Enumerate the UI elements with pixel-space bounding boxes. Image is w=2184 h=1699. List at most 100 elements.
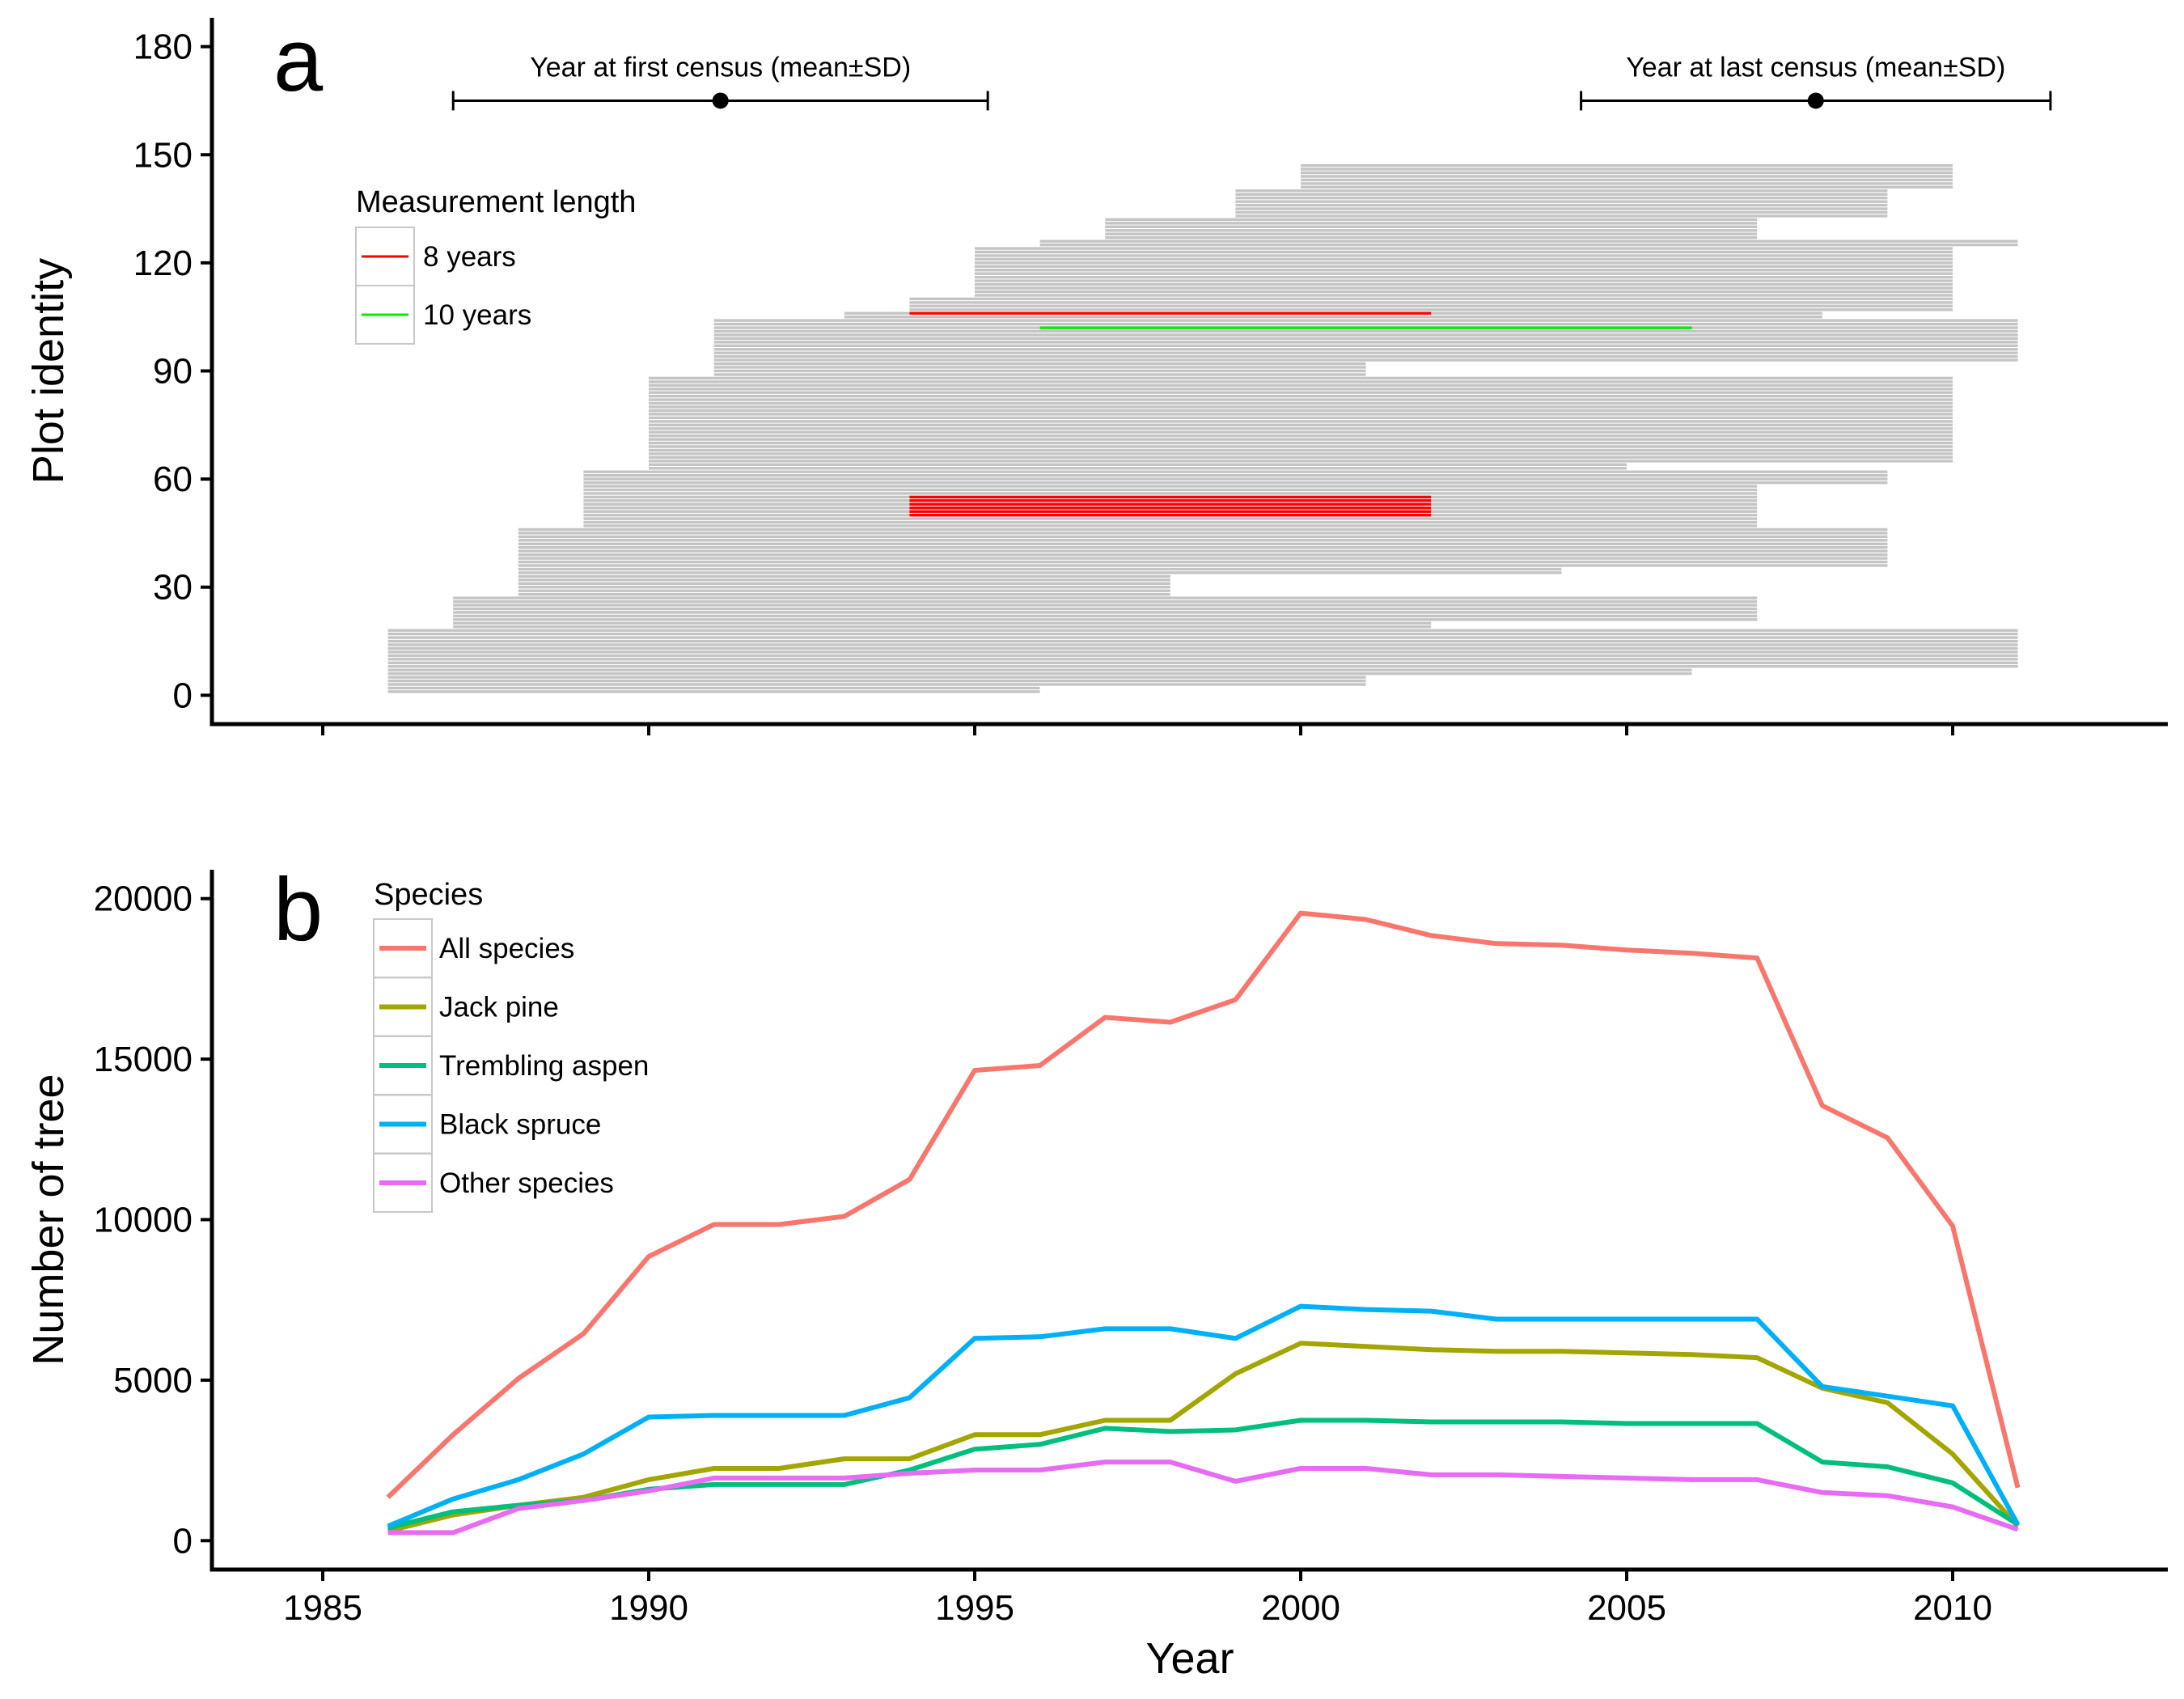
plot-bar xyxy=(649,398,1953,401)
panel-a-plot-timeline: Year at first census (mean±SD) Year at la… xyxy=(24,11,2168,735)
highlighted-plot-bar xyxy=(909,510,1432,513)
plot-bar xyxy=(453,611,1758,614)
plot-bar xyxy=(583,485,1758,488)
plot-bar xyxy=(649,452,1953,455)
plot-bar xyxy=(649,441,1953,445)
plot-bar xyxy=(583,474,1888,477)
plot-bar xyxy=(387,661,2018,664)
plot-bar xyxy=(649,420,1953,423)
census-mean-point xyxy=(712,92,729,109)
plot-bar xyxy=(518,527,1888,532)
plot-bar xyxy=(583,470,1888,473)
plot-bar xyxy=(1235,214,1888,218)
plot-bar xyxy=(1235,193,1888,196)
plot-bar xyxy=(975,272,1953,275)
x-tick-label: 1985 xyxy=(283,1588,362,1628)
plot-bar xyxy=(649,395,1953,398)
plot-bar xyxy=(975,269,1953,272)
highlighted-plot-bar xyxy=(909,506,1432,510)
plot-bar xyxy=(518,557,1888,560)
plot-bar xyxy=(1105,225,1758,228)
plot-bar xyxy=(649,401,1953,405)
plot-bar xyxy=(1105,236,1758,239)
plot-bar xyxy=(453,607,1758,611)
plot-bar xyxy=(1039,239,2018,243)
plot-bar xyxy=(649,405,1953,409)
plot-bar xyxy=(909,301,1953,304)
highlighted-plot-bar xyxy=(909,311,1432,315)
plot-bar xyxy=(713,362,1366,366)
plot-bar xyxy=(583,517,1758,520)
x-tick-label: 1995 xyxy=(935,1588,1014,1628)
plot-bar xyxy=(649,463,1627,466)
plot-bar xyxy=(713,341,2018,344)
y-tick-label: 30 xyxy=(153,568,193,608)
plot-bar xyxy=(1105,232,1758,235)
plot-bar xyxy=(1301,167,1953,171)
plot-bar xyxy=(518,589,1170,592)
x-tick-label: 2010 xyxy=(1913,1588,1992,1628)
plot-bar xyxy=(649,380,1953,383)
series-line xyxy=(386,910,2021,1499)
plot-bar xyxy=(1235,207,1888,210)
plot-bar xyxy=(649,455,1953,460)
legend-label: Trembling aspen xyxy=(439,1050,649,1082)
plot-bar xyxy=(975,265,1953,268)
plot-bar xyxy=(518,549,1888,553)
plot-bar xyxy=(387,668,1692,672)
plot-bar xyxy=(518,542,1888,545)
highlighted-plot-bar xyxy=(909,502,1432,506)
plot-bar xyxy=(713,369,1366,373)
plot-bar xyxy=(583,492,1758,495)
plot-bar xyxy=(1235,189,1888,193)
plot-bar xyxy=(975,290,1953,294)
plot-bar xyxy=(713,337,2018,341)
plot-bar xyxy=(649,383,1953,387)
plot-bar xyxy=(713,358,2018,362)
plot-bar xyxy=(649,430,1953,434)
plot-bar xyxy=(387,665,2018,668)
legend-label: Jack pine xyxy=(439,992,559,1023)
plot-bar xyxy=(649,416,1953,420)
legend-label: 8 years xyxy=(423,241,516,273)
x-tick-label: 2000 xyxy=(1261,1588,1340,1628)
plot-bar xyxy=(518,593,1170,596)
plot-bar xyxy=(453,604,1758,607)
plot-bar xyxy=(1235,210,1888,214)
plot-census-bars xyxy=(387,163,2018,693)
plot-bar xyxy=(1235,200,1888,203)
legend-label: Other species xyxy=(439,1167,614,1199)
measurement-length-legend: Measurement length 8 years 10 years xyxy=(355,185,636,345)
y-tick-label: 15000 xyxy=(94,1040,193,1079)
plot-bar xyxy=(975,276,1953,279)
plot-bar xyxy=(583,524,1758,527)
plot-bar xyxy=(975,282,1953,286)
plot-bar xyxy=(583,520,1758,524)
plot-bar xyxy=(649,445,1953,448)
legend-label: All species xyxy=(439,933,574,964)
panel-a-axes: 0 30 60 90 120 150 180 Plot identity xyxy=(24,18,2168,735)
panel-a-letter: a xyxy=(273,11,324,110)
plot-bar xyxy=(583,477,1888,481)
plot-bar xyxy=(713,333,2018,337)
legend-label: Black spruce xyxy=(439,1109,601,1141)
plot-bar xyxy=(387,672,1692,676)
y-tick-label: 150 xyxy=(133,135,193,175)
plot-bar xyxy=(975,294,1953,297)
plot-bar xyxy=(649,391,1953,394)
series-line xyxy=(387,1341,2020,1534)
plot-bar xyxy=(387,683,1366,686)
plot-bar xyxy=(518,578,1170,582)
plot-bar xyxy=(909,297,1953,301)
plot-bar xyxy=(649,376,1953,380)
plot-bar xyxy=(387,632,2018,636)
highlighted-plot-bar xyxy=(1039,326,1692,329)
plot-bar xyxy=(649,434,1953,438)
plot-bar xyxy=(518,560,1888,564)
plot-bar xyxy=(518,532,1888,535)
plot-bar xyxy=(518,535,1888,539)
plot-bar xyxy=(387,629,2018,632)
plot-bar xyxy=(713,322,2018,326)
plot-bar xyxy=(649,427,1953,430)
y-tick-label: 90 xyxy=(153,352,193,392)
